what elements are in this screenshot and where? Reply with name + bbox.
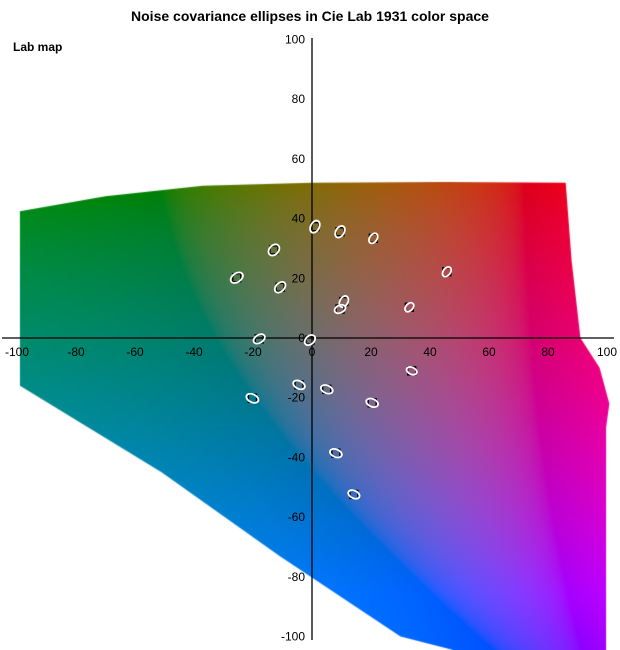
y-tick-label: -100 (281, 630, 305, 644)
covariance-ellipse (333, 303, 347, 315)
y-tick-label: 20 (292, 271, 306, 285)
x-tick-label: -80 (67, 345, 85, 359)
x-tick-label: 0 (309, 345, 316, 359)
covariance-ellipse (405, 366, 418, 376)
x-tick-label: 20 (364, 345, 378, 359)
covariance-ellipse (303, 334, 317, 347)
x-tick-label: 40 (423, 345, 437, 359)
y-tick-label: 100 (285, 33, 305, 47)
y-tick-label: -60 (288, 510, 306, 524)
covariance-ellipse (404, 301, 415, 313)
covariance-ellipse (319, 384, 334, 395)
covariance-ellipse (273, 281, 287, 294)
covariance-ellipse (365, 397, 380, 408)
lab-map-label: Lab map (13, 40, 63, 54)
chart-title: Noise covariance ellipses in Cie Lab 193… (131, 8, 489, 24)
covariance-ellipse (309, 219, 321, 234)
covariance-ellipse (292, 379, 306, 391)
covariance-ellipse (334, 225, 346, 239)
y-tick-label: 60 (292, 152, 306, 166)
covariance-ellipse (329, 448, 343, 459)
covariance-ellipse (267, 243, 281, 257)
covariance-ellipse (347, 489, 361, 500)
x-tick-label: -60 (126, 345, 144, 359)
y-tick-label: 80 (292, 92, 306, 106)
covariance-ellipse (245, 392, 260, 404)
x-tick-label: -20 (244, 345, 262, 359)
y-tick-label: -20 (288, 391, 306, 405)
covariance-ellipse (368, 232, 379, 245)
covariance-ellipse (229, 271, 244, 284)
y-tick-label: 0 (298, 331, 305, 345)
marker-square (269, 245, 279, 255)
x-tick-label: 80 (541, 345, 555, 359)
x-tick-label: -40 (185, 345, 203, 359)
y-tick-label: -80 (288, 570, 306, 584)
x-tick-label: 60 (482, 345, 496, 359)
covariance-ellipse (338, 295, 350, 309)
y-tick-label: -40 (288, 450, 306, 464)
covariance-ellipse (441, 266, 453, 278)
x-tick-label: -100 (5, 345, 29, 359)
x-tick-label: 100 (597, 345, 617, 359)
covariance-ellipse (252, 333, 266, 345)
y-tick-label: 40 (292, 212, 306, 226)
